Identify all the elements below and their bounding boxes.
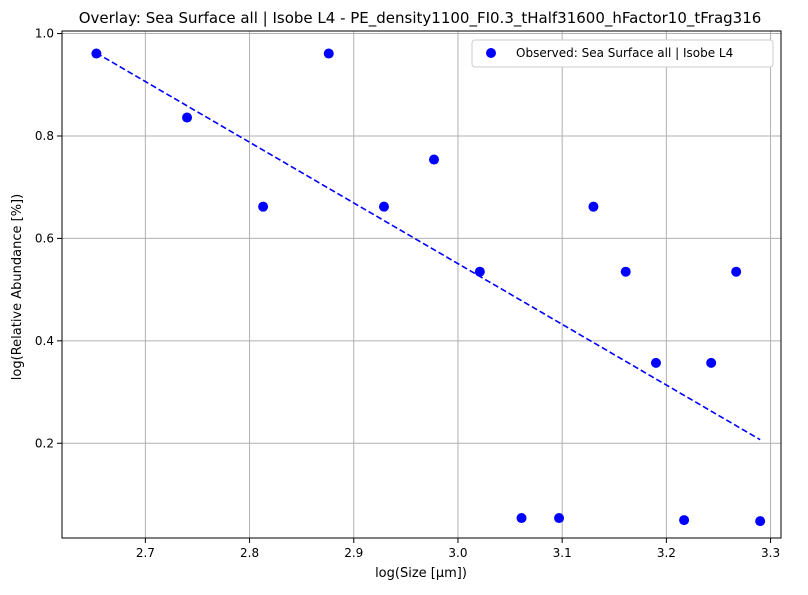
data-point (323, 48, 334, 59)
legend-box (471, 39, 774, 68)
plot-frame (61, 30, 782, 539)
data-point (588, 201, 599, 212)
data-point (755, 516, 766, 527)
y-ticks: 0.2 0.4 0.6 0.8 1.0 (35, 27, 62, 450)
points-layer (91, 48, 766, 527)
data-point (378, 201, 389, 212)
chart-title: Overlay: Sea Surface all | Isobe L4 - PE… (79, 9, 762, 28)
data-point (516, 513, 527, 524)
x-tick-label: 2.8 (240, 546, 259, 560)
y-tick-label: 0.4 (35, 334, 54, 348)
y-tick-label: 0.2 (35, 436, 54, 450)
legend-label: Observed: Sea Surface all | Isobe L4 (516, 46, 733, 60)
x-tick-label: 3.2 (657, 546, 676, 560)
y-axis-label: log(Relative Abundance [%]) (10, 194, 25, 380)
fit-line-layer (95, 52, 761, 441)
x-axis-label: log(Size [µm]) (375, 566, 467, 581)
data-point (706, 357, 717, 368)
x-tick-label: 2.9 (344, 546, 363, 560)
x-ticks: 2.7 2.8 2.9 3.0 3.1 3.2 3.3 (136, 538, 780, 560)
x-tick-label: 3.1 (553, 546, 572, 560)
data-point (679, 515, 690, 526)
data-point (258, 201, 269, 212)
y-tick-label: 0.8 (35, 129, 54, 143)
data-point (650, 357, 661, 368)
data-point (731, 266, 742, 277)
y-tick-label: 1.0 (35, 27, 54, 41)
legend-marker (486, 48, 496, 58)
legend: Observed: Sea Surface all | Isobe L4 (471, 39, 774, 68)
data-point (91, 48, 102, 59)
data-point (429, 154, 440, 165)
x-tick-label: 2.7 (136, 546, 155, 560)
data-point (620, 266, 631, 277)
data-point (474, 266, 485, 277)
grid-lines (62, 31, 781, 538)
x-tick-label: 3.0 (448, 546, 467, 560)
fit-line (95, 52, 761, 441)
x-tick-label: 3.3 (761, 546, 780, 560)
data-point (182, 112, 193, 123)
data-point (554, 513, 565, 524)
y-tick-label: 0.6 (35, 231, 54, 245)
